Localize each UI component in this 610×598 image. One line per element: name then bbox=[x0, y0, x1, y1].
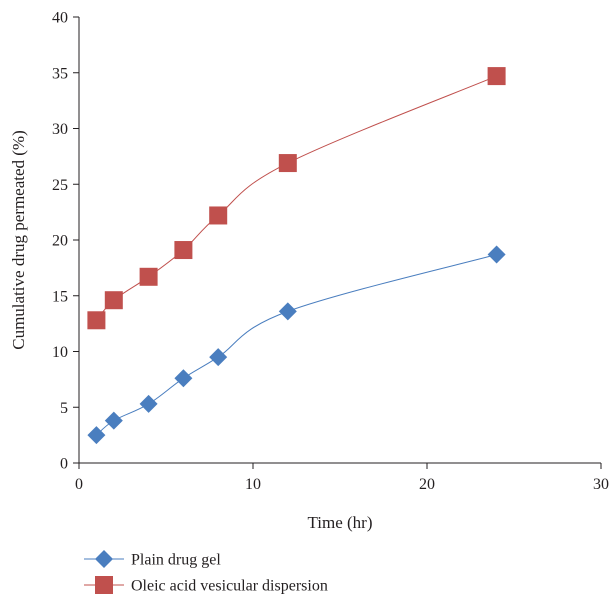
tick-labels: 0 5 10 15 20 25 30 35 40 0 10 20 30 bbox=[52, 10, 609, 494]
legend-marker bbox=[95, 550, 113, 568]
x-tick-label: 0 bbox=[75, 476, 83, 493]
x-tick-label: 10 bbox=[245, 476, 261, 493]
data-point bbox=[104, 411, 123, 430]
series-1 bbox=[87, 245, 506, 445]
data-point bbox=[87, 311, 106, 330]
y-tick-label: 30 bbox=[52, 121, 68, 138]
y-tick-label: 10 bbox=[52, 344, 68, 361]
y-tick-label: 40 bbox=[52, 10, 68, 27]
data-point bbox=[104, 291, 123, 310]
data-point bbox=[139, 267, 158, 286]
data-point bbox=[278, 154, 297, 173]
data-point bbox=[174, 241, 193, 260]
x-axis-title: Time (hr) bbox=[307, 513, 372, 532]
legend-item: Oleic acid vesicular dispersion bbox=[84, 576, 328, 595]
y-tick-label: 0 bbox=[60, 456, 68, 473]
data-point bbox=[278, 302, 297, 321]
data-point bbox=[209, 206, 228, 225]
y-axis-title: Cumulative drug permeated (%) bbox=[9, 130, 28, 350]
legend: Plain drug gel Oleic acid vesicular dispe… bbox=[84, 550, 328, 595]
data-point bbox=[87, 426, 106, 445]
legend-marker bbox=[95, 576, 113, 594]
y-tick-label: 25 bbox=[52, 177, 68, 194]
series-2 bbox=[87, 67, 506, 330]
data-point bbox=[209, 348, 228, 367]
x-tick-label: 20 bbox=[419, 476, 435, 493]
data-point bbox=[174, 369, 193, 388]
y-tick-label: 35 bbox=[52, 65, 68, 82]
axes bbox=[73, 16, 602, 469]
data-point bbox=[139, 394, 158, 413]
y-tick-label: 5 bbox=[60, 400, 68, 417]
data-point bbox=[487, 67, 506, 86]
plot-area bbox=[87, 67, 506, 445]
legend-label: Oleic acid vesicular dispersion bbox=[131, 578, 328, 595]
data-point bbox=[487, 245, 506, 264]
legend-label: Plain drug gel bbox=[131, 552, 221, 569]
y-tick-label: 20 bbox=[52, 233, 68, 250]
x-tick-label: 30 bbox=[593, 476, 609, 493]
y-tick-label: 15 bbox=[52, 288, 68, 305]
legend-item: Plain drug gel bbox=[84, 550, 221, 569]
